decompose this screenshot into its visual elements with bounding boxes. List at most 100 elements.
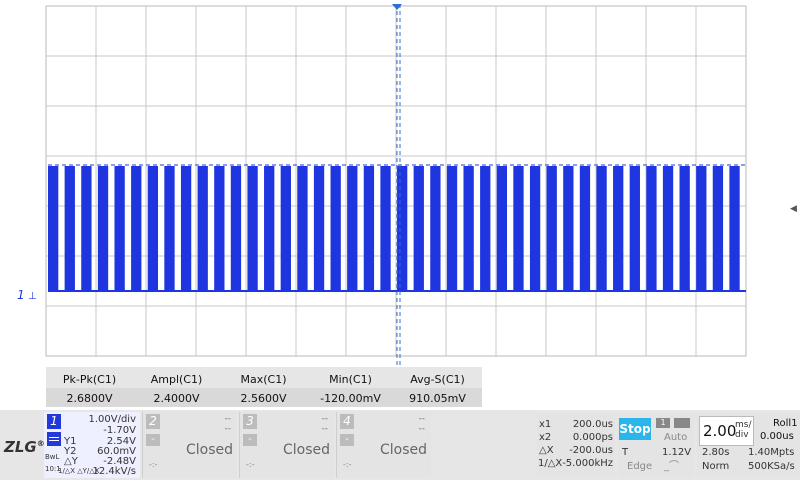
trigger-position-icon[interactable] <box>392 4 402 10</box>
waveform-pulse <box>114 166 125 291</box>
measurement-panel: Pk-Pk(C1) Ampl(C1) Max(C1) Min(C1) Avg-S… <box>46 367 482 407</box>
channel-3-panel[interactable]: 3 - -- -- Closed -:- <box>239 412 334 478</box>
waveform-pulse <box>97 166 109 291</box>
waveform-pulse <box>596 166 607 291</box>
measurement-name: Avg-S(C1) <box>410 373 465 386</box>
measurement-values-row <box>46 388 482 407</box>
measurement-value: 910.05mV <box>409 392 466 405</box>
waveform-pulse <box>131 166 142 291</box>
sample-rate: 500KSa/s <box>748 461 795 472</box>
timebase-unit-bottom: div <box>735 430 749 440</box>
trigger-level: 1.12V <box>662 447 692 458</box>
timebase-box[interactable]: 2.00 ms/ div <box>699 416 754 446</box>
waveform-pulse <box>164 166 175 291</box>
inv-dx-label: 1/△X <box>538 458 563 469</box>
waveform-trace <box>48 166 746 292</box>
waveform-pulse <box>280 166 291 291</box>
waveform-pulse <box>147 166 159 291</box>
dy-label: △Y <box>64 456 78 467</box>
y2-label: Y2 <box>64 446 77 457</box>
waveform-pulse <box>579 166 591 291</box>
measurement-value: -120.00mV <box>320 392 381 405</box>
channel-2-panel[interactable]: 2 - -- -- Closed -:- <box>142 412 237 478</box>
trigger-menu-icon[interactable] <box>674 418 690 428</box>
record-points: 1.40Mpts <box>748 447 795 458</box>
waveform-pulse <box>729 166 740 291</box>
waveform-pulse <box>180 166 192 291</box>
inv-dx-value: -5.000kHz <box>562 458 613 469</box>
ch4-status: Closed <box>379 442 427 458</box>
waveform-pulse <box>446 166 458 291</box>
waveform-pulse <box>679 166 690 291</box>
ch4-offset: -- <box>418 424 426 434</box>
dx-label: △X <box>539 445 554 456</box>
timebase-mode: Roll1 <box>773 418 798 429</box>
trigger-level-label: T <box>622 447 629 458</box>
record-time: 2.80s <box>702 447 730 458</box>
waveform-pulse <box>363 166 375 291</box>
ch2-sub: -:- <box>149 460 158 469</box>
ch1-offset: -1.70V <box>103 425 136 436</box>
trigger-channel-badge: 1 <box>656 418 670 428</box>
waveform-pulse <box>646 166 657 291</box>
channel-4-panel[interactable]: 4 - -- -- Closed -:- <box>336 412 431 478</box>
waveform-pulse <box>513 166 524 291</box>
y1-label: Y1 <box>64 436 77 447</box>
y2-value: 60.0mV <box>97 446 136 457</box>
channel-3-number[interactable]: 3 <box>243 414 257 429</box>
waveform-pulse <box>297 166 308 291</box>
channel-2-number[interactable]: 2 <box>146 414 160 429</box>
waveform-pulse <box>629 166 640 291</box>
dydx-label: 1/△X △Y/△X <box>58 467 100 475</box>
x2-label: x2 <box>539 432 552 443</box>
coupling-icon <box>47 432 61 446</box>
waveform-pulse <box>563 166 574 291</box>
channel-1-arrow-icon: ⊥ <box>28 291 37 302</box>
coupling-icon: - <box>243 434 257 446</box>
waveform-pulse <box>48 166 59 291</box>
channel-4-number[interactable]: 4 <box>340 414 354 429</box>
waveform-pulse <box>546 166 557 291</box>
measurement-value: 2.6800V <box>66 392 113 405</box>
timebase-unit-top: ms/ <box>735 420 752 430</box>
channel-1-number[interactable]: 1 <box>47 414 61 429</box>
bw-limit-label: BwL <box>45 453 60 461</box>
waveform-pulse <box>430 166 441 291</box>
waveform-pulse <box>214 166 225 291</box>
channel-1-marker[interactable]: 1 <box>17 288 25 302</box>
ch3-sub: -:- <box>246 460 255 469</box>
side-menu-arrow-icon[interactable]: ◀ <box>790 204 797 214</box>
waveform-pulse <box>413 166 424 291</box>
graticule <box>45 5 747 357</box>
measurement-name: Max(C1) <box>240 373 287 386</box>
waveform-pulse <box>347 166 358 291</box>
channel-1-panel[interactable]: 1 1.00V/div -1.70V Y1 2.54V Y2 60.0mV Bw… <box>44 412 140 478</box>
waveform-pulse <box>712 166 724 291</box>
waveform-pulse <box>230 166 242 291</box>
ch2-status: Closed <box>185 442 233 458</box>
waveform-pulse <box>662 166 674 291</box>
trigger-mode[interactable]: Auto <box>664 432 688 443</box>
run-stop-button[interactable]: Stop <box>619 418 651 440</box>
coupling-icon: - <box>340 434 354 446</box>
waveform-pulse <box>613 166 624 291</box>
waveform-pulse <box>247 166 258 291</box>
waveform-pulse <box>81 166 92 291</box>
waveform-pulse <box>480 166 491 291</box>
waveform-pulse <box>397 166 408 291</box>
dydx-value: 12.4kV/s <box>92 466 136 477</box>
probe-ratio: 10:1 <box>45 465 61 473</box>
coupling-icon: - <box>146 434 160 446</box>
zlg-logo: ZLG® <box>4 438 45 456</box>
timebase-value: 2.00 <box>703 422 737 440</box>
trigger-type[interactable]: Edge <box>627 461 653 472</box>
waveform-pulse <box>380 166 391 291</box>
ch3-vdiv: -- <box>321 414 329 424</box>
waveform-pulse <box>529 166 541 291</box>
x1-label: x1 <box>539 419 552 430</box>
waveform-pulse <box>64 166 75 291</box>
ch1-vdiv: 1.00V/div <box>88 414 136 425</box>
cursor-readout-panel[interactable]: x1 200.0us x2 0.000ps △X -200.0us 1/△X -… <box>537 413 615 477</box>
waveform-pulse <box>197 166 208 291</box>
